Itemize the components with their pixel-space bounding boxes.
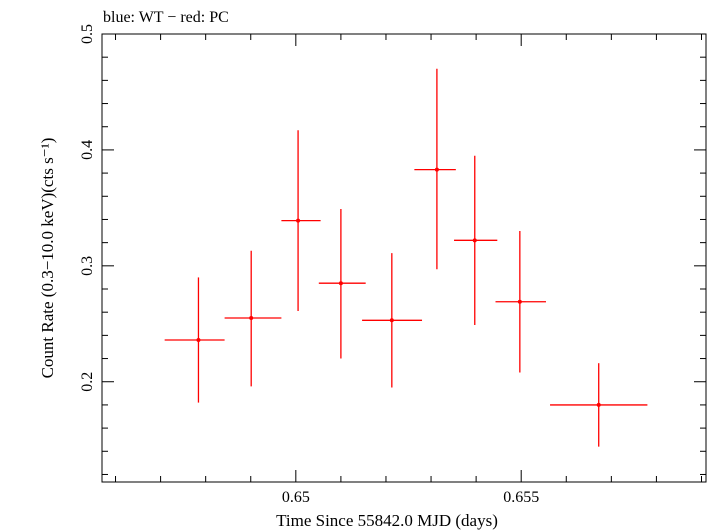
point-marker	[434, 167, 439, 172]
data-point	[281, 130, 321, 312]
point-marker	[389, 318, 394, 323]
data-point	[362, 253, 423, 388]
y-tick-label: 0.2	[79, 372, 96, 392]
axis-ticks	[102, 33, 706, 482]
data-point	[318, 209, 366, 359]
point-marker	[596, 402, 601, 407]
x-tick-label: 0.65	[282, 489, 310, 506]
point-marker	[249, 315, 254, 320]
x-tick-label: 0.655	[503, 489, 539, 506]
plot-frame	[101, 33, 707, 483]
data-point	[164, 277, 225, 403]
data-point	[550, 363, 648, 447]
point-marker	[338, 281, 343, 286]
point-marker	[296, 218, 301, 223]
point-marker	[472, 238, 477, 243]
point-marker	[517, 299, 522, 304]
data-point	[224, 250, 282, 387]
data-marks	[164, 68, 648, 447]
y-tick-label: 0.4	[79, 140, 96, 160]
axis-tick-labels: 0.65 0.655 0.2 0.3 0.4 0.5	[79, 24, 539, 506]
data-point	[414, 68, 456, 270]
x-axis-label: Time Since 55842.0 MJD (days)	[276, 511, 498, 530]
data-point	[495, 231, 546, 373]
y-axis-label: Count Rate (0.3−10.0 keV)(cts s⁻¹)	[38, 138, 57, 379]
y-tick-label: 0.5	[79, 24, 96, 44]
data-point	[454, 155, 498, 325]
point-marker	[196, 338, 201, 343]
chart-title: blue: WT − red: PC	[103, 9, 229, 26]
y-tick-label: 0.3	[79, 256, 96, 276]
